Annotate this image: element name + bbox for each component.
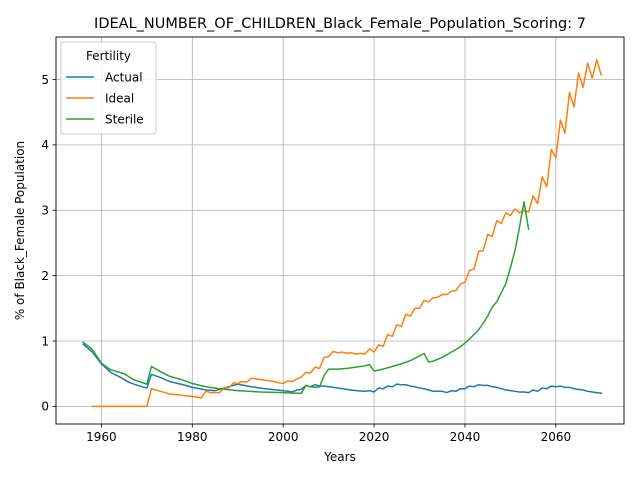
legend-entries: Actual Ideal Sterile — [66, 70, 144, 126]
x-tick-label: 1960 — [86, 430, 117, 444]
y-tick-label: 3 — [41, 204, 49, 218]
y-tick-label: 5 — [41, 73, 49, 87]
y-tick-label: 2 — [41, 269, 49, 283]
x-axis: 1960 1980 2000 2020 2040 2060 — [86, 424, 571, 444]
chart-title: IDEAL_NUMBER_OF_CHILDREN_Black_Female_Po… — [94, 16, 586, 32]
legend-label-sterile: Sterile — [105, 112, 144, 126]
y-axis-label: % of Black_Female Population — [13, 141, 27, 320]
x-tick-label: 2060 — [541, 430, 572, 444]
series-line-sterile — [82, 200, 530, 395]
series-line-actual — [82, 343, 603, 395]
x-tick-label: 2020 — [359, 430, 390, 444]
x-axis-label: Years — [323, 450, 356, 464]
series-layer — [82, 59, 603, 408]
plot-frame — [55, 36, 625, 425]
legend-box — [60, 41, 157, 135]
y-axis: 0 1 2 3 4 5 — [41, 73, 56, 414]
x-tick-label: 2000 — [268, 430, 299, 444]
legend-title: Fertility — [86, 49, 131, 63]
x-tick-label: 2040 — [450, 430, 481, 444]
y-tick-label: 1 — [41, 334, 49, 348]
legend-label-actual: Actual — [105, 70, 143, 84]
x-tick-label: 1980 — [177, 430, 208, 444]
series-line-ideal — [91, 59, 603, 408]
y-tick-label: 4 — [41, 138, 49, 152]
legend-label-ideal: Ideal — [105, 91, 134, 105]
legend: Fertility Actual Ideal Sterile — [60, 41, 157, 135]
y-tick-label: 0 — [41, 400, 49, 414]
